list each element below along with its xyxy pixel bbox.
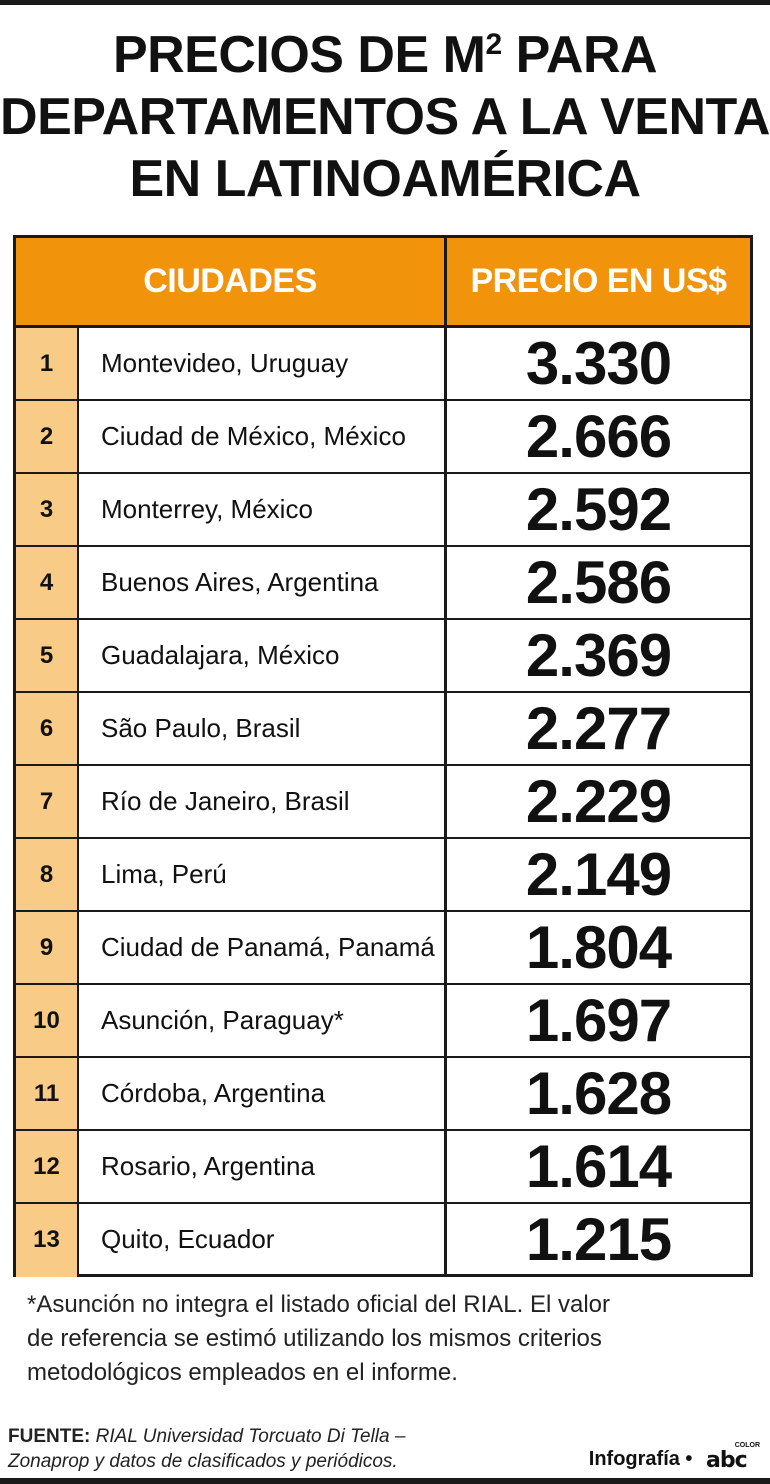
price-cell: 1.628 [525, 1060, 672, 1127]
rank-cell: 9 [16, 912, 79, 983]
column-divider [444, 474, 447, 545]
city-cell: Córdoba, Argentina [101, 1078, 326, 1108]
city-cell: Rosario, Argentina [101, 1151, 315, 1181]
rank-cell: 2 [16, 401, 79, 472]
price-cell: 2.592 [525, 476, 672, 543]
column-divider [444, 766, 447, 837]
price-cell: 2.666 [525, 403, 672, 470]
column-divider [444, 620, 447, 691]
footnote: *Asunción no integra el listado oficial … [27, 1288, 747, 1390]
price-table: CIUDADES PRECIO EN US$ 1 Montevideo, Urug… [13, 235, 753, 1277]
city-cell: Montevideo, Uruguay [101, 348, 349, 378]
rank-cell: 7 [16, 766, 79, 837]
source-credit: FUENTE: RIAL Universidad Torcuato Di Tel… [8, 1424, 568, 1474]
rank-cell: 5 [16, 620, 79, 691]
header-price: PRECIO EN US$ [470, 262, 727, 300]
footnote-line-3: metodológicos empleados en el informe. [27, 1359, 458, 1386]
source-label: FUENTE: [8, 1426, 91, 1447]
source-line-2: Zonaprop y datos de clasificados y perió… [8, 1451, 398, 1472]
table-row: 2 Ciudad de México, México 2.666 [16, 401, 750, 474]
rank-cell: 1 [16, 328, 79, 399]
column-divider [444, 328, 447, 399]
footnote-line-2: de referencia se estimó utilizando los m… [27, 1325, 602, 1352]
table-header: CIUDADES PRECIO EN US$ [16, 238, 750, 328]
table-row: 3 Monterrey, México 2.592 [16, 474, 750, 547]
price-cell: 2.369 [525, 622, 672, 689]
price-cell: 1.614 [525, 1133, 672, 1200]
column-divider [444, 912, 447, 983]
column-divider [444, 547, 447, 618]
city-cell: São Paulo, Brasil [101, 713, 301, 743]
footnote-line-1: *Asunción no integra el listado oficial … [27, 1291, 610, 1318]
city-cell: Ciudad de México, México [101, 421, 406, 451]
city-cell: Ciudad de Panamá, Panamá [101, 932, 435, 962]
page-title: PRECIOS DE M2 PARA DEPARTAMENTOS A LA VE… [0, 14, 770, 210]
column-divider [444, 839, 447, 910]
rank-cell: 11 [16, 1058, 79, 1129]
column-divider [444, 693, 447, 764]
credit-text: Infografía • [588, 1448, 693, 1470]
price-cell: 2.149 [525, 841, 672, 908]
table-row: 13 Quito, Ecuador 1.215 [16, 1204, 750, 1277]
table-row: 10 Asunción, Paraguay* 1.697 [16, 985, 750, 1058]
title-line-2: DEPARTAMENTOS A LA VENTA [0, 88, 770, 146]
column-divider [444, 1204, 447, 1277]
city-cell: Asunción, Paraguay* [101, 1005, 344, 1035]
column-divider [444, 1131, 447, 1202]
title-line-1: PRECIOS DE M2 PARA [112, 26, 658, 84]
top-rule [0, 0, 770, 5]
rank-cell: 4 [16, 547, 79, 618]
header-cities: CIUDADES [143, 262, 317, 300]
rank-cell: 10 [16, 985, 79, 1056]
column-divider [444, 1058, 447, 1129]
table-row: 7 Río de Janeiro, Brasil 2.229 [16, 766, 750, 839]
table-row: 5 Guadalajara, México 2.369 [16, 620, 750, 693]
price-cell: 1.697 [525, 987, 672, 1054]
city-cell: Guadalajara, México [101, 640, 340, 670]
table-row: 11 Córdoba, Argentina 1.628 [16, 1058, 750, 1131]
price-cell: 1.804 [525, 914, 672, 981]
city-cell: Monterrey, México [101, 494, 313, 524]
table-row: 1 Montevideo, Uruguay 3.330 [16, 328, 750, 401]
price-cell: 3.330 [525, 330, 672, 397]
bottom-rule [0, 1478, 770, 1484]
city-cell: Río de Janeiro, Brasil [101, 786, 350, 816]
city-cell: Buenos Aires, Argentina [101, 567, 379, 597]
price-cell: 1.215 [525, 1206, 672, 1273]
table-row: 4 Buenos Aires, Argentina 2.586 [16, 547, 750, 620]
table-row: 9 Ciudad de Panamá, Panamá 1.804 [16, 912, 750, 985]
header-divider [444, 238, 447, 328]
price-cell: 2.229 [525, 768, 672, 835]
abc-color-logo: COLOR abc [706, 1441, 760, 1473]
column-divider [444, 985, 447, 1056]
infografia-credit: Infografía • COLOR abc [588, 1441, 762, 1474]
price-cell: 2.277 [525, 695, 672, 762]
rank-cell: 12 [16, 1131, 79, 1202]
rank-cell: 8 [16, 839, 79, 910]
price-cell: 2.586 [525, 549, 672, 616]
table-row: 6 São Paulo, Brasil 2.277 [16, 693, 750, 766]
rank-cell: 13 [16, 1204, 79, 1277]
rank-cell: 3 [16, 474, 79, 545]
column-divider [444, 401, 447, 472]
city-cell: Quito, Ecuador [101, 1224, 275, 1254]
table-row: 8 Lima, Perú 2.149 [16, 839, 750, 912]
title-line-3: EN LATINOAMÉRICA [129, 150, 641, 208]
rank-cell: 6 [16, 693, 79, 764]
city-cell: Lima, Perú [101, 859, 227, 889]
table-row: 12 Rosario, Argentina 1.614 [16, 1131, 750, 1204]
source-line-1: FUENTE: RIAL Universidad Torcuato Di Tel… [8, 1426, 406, 1447]
